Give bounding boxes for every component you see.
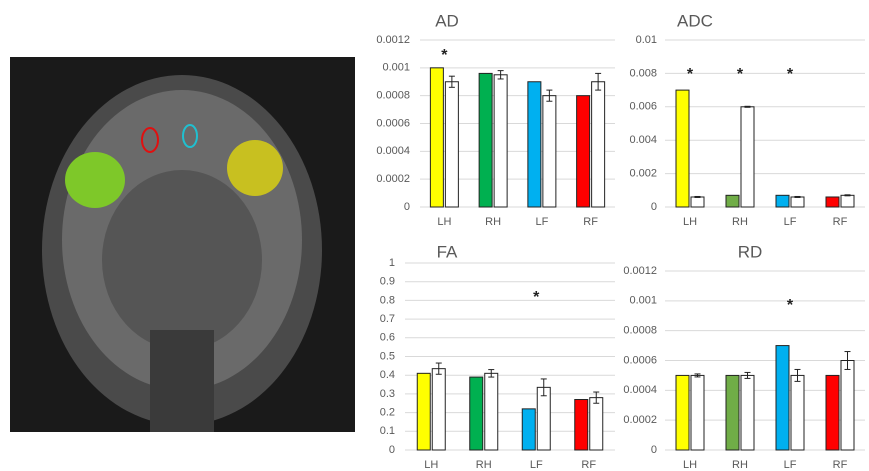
bar <box>826 197 839 207</box>
bar <box>676 90 689 207</box>
y-tick-label: 0 <box>651 444 657 456</box>
y-tick-label: 0.8 <box>380 294 395 306</box>
y-tick-label: 0.3 <box>380 388 395 400</box>
chart-panel: FA 0 0.1 0.2 0.3 0.4 0.5 0.6 0.7 0.8 0.9 1 LH RH LF RF * <box>380 242 615 470</box>
y-tick-label: 0.001 <box>629 295 657 307</box>
x-tick-label: LH <box>437 216 451 228</box>
y-tick-label: 0.6 <box>380 332 395 344</box>
y-tick-label: 0.7 <box>380 313 395 325</box>
bar <box>528 82 541 207</box>
chart-panel: AD 0 0.0002 0.0004 0.0006 0.0008 0.001 0.0012 LH… <box>376 11 615 227</box>
bar <box>575 400 588 450</box>
significance-marker: * <box>687 66 694 83</box>
x-tick-label: LH <box>683 459 697 471</box>
y-tick-label: 0.2 <box>380 407 395 419</box>
significance-marker: * <box>787 66 794 83</box>
bar <box>479 73 492 207</box>
y-tick-label: 0.008 <box>629 67 657 79</box>
y-tick-label: 0.0012 <box>376 34 410 46</box>
bar <box>676 375 689 450</box>
chart-title: FA <box>437 242 458 261</box>
bar <box>470 377 483 450</box>
chart-title: ADC <box>677 11 713 30</box>
bar <box>577 96 590 207</box>
significance-marker: * <box>533 289 540 306</box>
bar <box>485 373 498 450</box>
bar <box>417 373 430 450</box>
bar <box>691 197 704 207</box>
bar <box>592 82 605 207</box>
mri-image <box>10 57 355 432</box>
bar <box>741 107 754 207</box>
bar <box>726 375 739 450</box>
x-tick-label: RH <box>732 216 748 228</box>
y-tick-label: 0.0004 <box>623 384 657 396</box>
bar <box>543 96 556 207</box>
bar <box>494 75 507 207</box>
y-tick-label: 0.0012 <box>623 265 657 277</box>
y-tick-label: 0 <box>389 444 395 456</box>
x-tick-label: LH <box>424 459 438 471</box>
x-tick-label: RH <box>732 459 748 471</box>
y-tick-label: 0.9 <box>380 276 395 288</box>
y-tick-label: 0 <box>651 201 657 213</box>
bar <box>841 361 854 451</box>
y-tick-label: 0.0006 <box>623 354 657 366</box>
y-tick-label: 0.0006 <box>376 117 410 129</box>
bar <box>590 398 603 450</box>
y-tick-label: 0.0008 <box>623 325 657 337</box>
bar <box>537 387 550 450</box>
chart-title: RD <box>738 242 763 261</box>
chart-figure: AD 0 0.0002 0.0004 0.0006 0.0008 0.001 0.0012 LH… <box>0 0 869 471</box>
x-tick-label: RF <box>833 459 848 471</box>
bar <box>741 375 754 450</box>
bar <box>791 375 804 450</box>
significance-marker: * <box>737 66 744 83</box>
chart-panel: RD 0 0.0002 0.0004 0.0006 0.0008 0.001 0.0012 LH… <box>623 242 865 470</box>
bar <box>791 197 804 207</box>
y-tick-label: 0.0002 <box>623 414 657 426</box>
y-tick-label: 0.0002 <box>376 173 410 185</box>
x-tick-label: LH <box>683 216 697 228</box>
bar <box>826 375 839 450</box>
x-tick-label: LF <box>530 459 543 471</box>
bar <box>841 195 854 207</box>
bar <box>776 346 789 450</box>
bar <box>691 375 704 450</box>
chart-panel: ADC 0 0.002 0.004 0.006 0.008 0.01 LH RH LF RF * * * <box>629 11 865 227</box>
y-tick-label: 0.001 <box>382 62 410 74</box>
y-tick-label: 0.0004 <box>376 145 410 157</box>
y-tick-label: 1 <box>389 257 395 269</box>
y-tick-label: 0.002 <box>629 168 657 180</box>
y-tick-label: 0.4 <box>380 369 395 381</box>
y-tick-label: 0.004 <box>629 134 657 146</box>
y-tick-label: 0.5 <box>380 350 395 362</box>
chart-title: AD <box>435 11 459 30</box>
x-tick-label: RF <box>833 216 848 228</box>
bar <box>522 409 535 450</box>
bar <box>432 369 445 450</box>
figure: AD 0 0.0002 0.0004 0.0006 0.0008 0.001 0.0012 LH… <box>0 0 869 471</box>
y-tick-label: 0.006 <box>629 101 657 113</box>
bar <box>726 195 739 207</box>
x-tick-label: RF <box>581 459 596 471</box>
significance-marker: * <box>441 47 448 64</box>
significance-marker: * <box>787 297 794 314</box>
bar <box>430 68 443 207</box>
x-tick-label: RF <box>583 216 598 228</box>
x-tick-label: LF <box>784 459 797 471</box>
x-tick-label: LF <box>535 216 548 228</box>
bar <box>445 82 458 207</box>
x-tick-label: RH <box>485 216 501 228</box>
y-tick-label: 0.1 <box>380 425 395 437</box>
y-tick-label: 0.01 <box>636 34 657 46</box>
y-tick-label: 0.0008 <box>376 90 410 102</box>
x-tick-label: LF <box>784 216 797 228</box>
y-tick-label: 0 <box>404 201 410 213</box>
bar <box>776 195 789 207</box>
x-tick-label: RH <box>476 459 492 471</box>
